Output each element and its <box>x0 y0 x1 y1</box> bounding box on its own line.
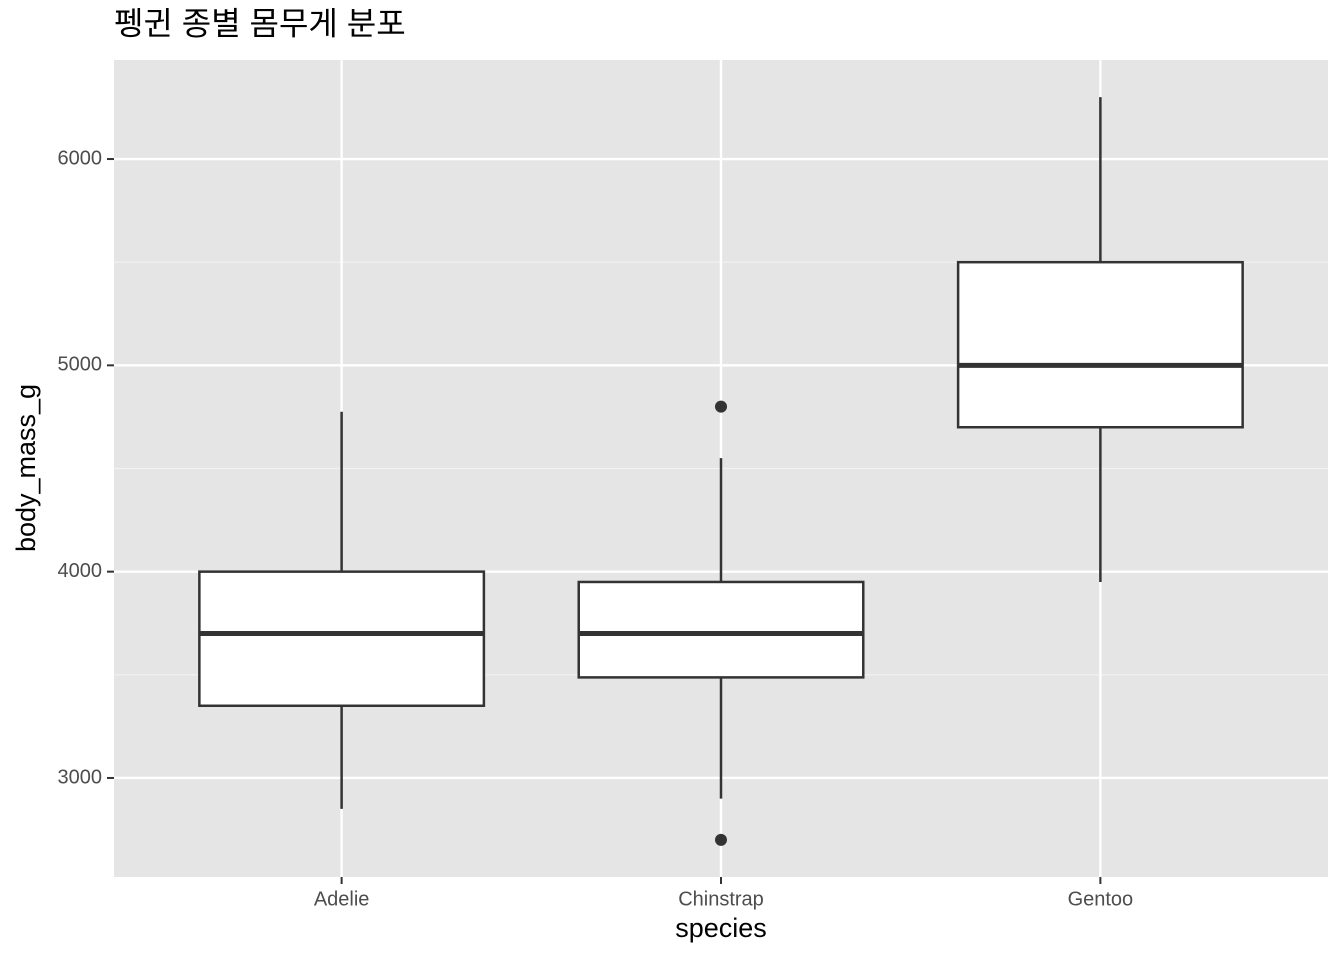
y-tick-label: 3000 <box>58 766 103 788</box>
box <box>577 580 865 679</box>
outlier <box>715 400 727 413</box>
x-tick-label: Chinstrap <box>678 888 764 910</box>
y-tick-label: 4000 <box>58 560 103 582</box>
x-axis-title: species <box>675 913 767 943</box>
box <box>956 260 1244 429</box>
x-tick-label: Adelie <box>314 888 370 910</box>
x-tick-label: Gentoo <box>1068 888 1134 910</box>
outlier <box>715 833 727 846</box>
y-axis-title: body_mass_g <box>11 384 41 552</box>
y-tick-label: 6000 <box>58 147 103 169</box>
box <box>198 570 486 708</box>
chart-title: 펭귄 종별 몸무게 분포 <box>114 5 406 41</box>
y-tick-label: 5000 <box>58 354 103 376</box>
